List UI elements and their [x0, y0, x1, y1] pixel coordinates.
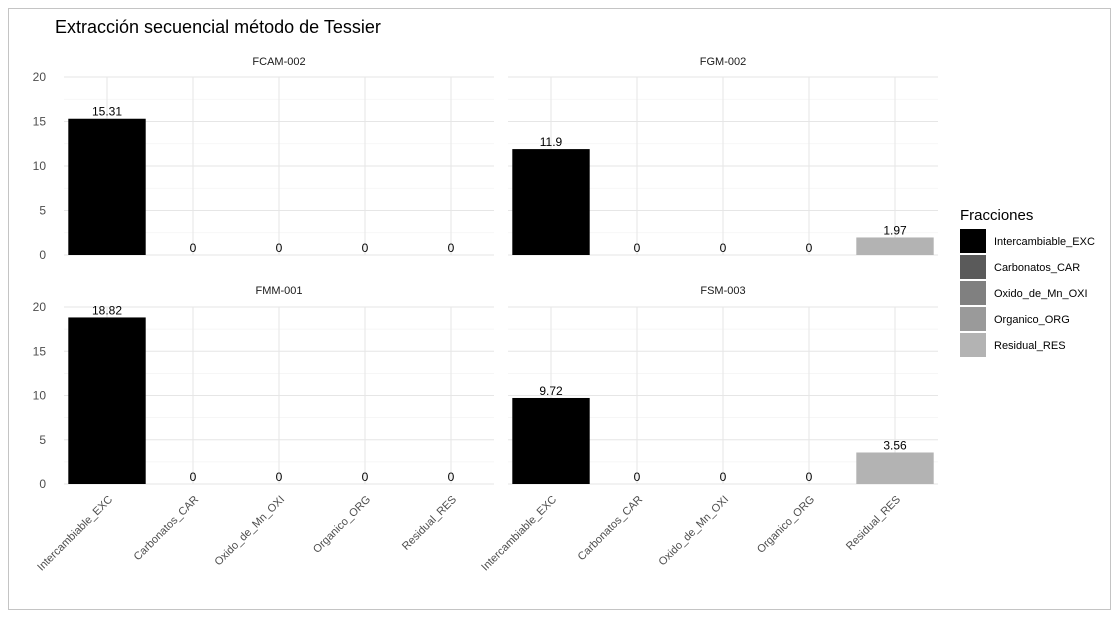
- legend: Fracciones Intercambiable_EXC Carbonatos_C…: [960, 207, 1095, 357]
- legend-label: Oxido_de_Mn_OXI: [994, 288, 1088, 300]
- bar-intercambiable-exc: [512, 397, 590, 484]
- y-tick-label: 0: [39, 477, 46, 491]
- y-tick-label: 10: [33, 389, 47, 403]
- bar-residual-res: [856, 452, 934, 484]
- bar-residual-res: [856, 237, 934, 255]
- legend-title: Fracciones: [960, 207, 1033, 224]
- bar-value-label: 0: [276, 241, 283, 255]
- legend-swatch: [960, 229, 986, 253]
- legend-label: Carbonatos_CAR: [994, 262, 1080, 274]
- bar-value-label: 18.82: [92, 303, 122, 317]
- y-tick-label: 20: [33, 300, 47, 314]
- bar-intercambiable-exc: [68, 118, 146, 255]
- legend-swatch: [960, 333, 986, 357]
- facet-panel: 0 5 10 15 20 FCAM-002 15.31 0 0 0 0: [33, 56, 494, 262]
- bar-value-label: 0: [190, 241, 197, 255]
- facet-title: FGM-002: [700, 56, 746, 68]
- bar-intercambiable-exc: [68, 317, 146, 484]
- bar-value-label: 15.31: [92, 105, 122, 119]
- bar-value-label: 0: [720, 470, 727, 484]
- legend-swatch: [960, 255, 986, 279]
- y-tick-label: 10: [33, 159, 47, 173]
- bar-value-label: 0: [634, 241, 641, 255]
- bar-value-label: 0: [276, 470, 283, 484]
- y-tick-label: 5: [39, 433, 46, 447]
- y-tick-label: 15: [33, 344, 47, 358]
- image-frame: [8, 8, 1111, 610]
- bar-value-label: 9.72: [539, 384, 563, 398]
- bar-value-label: 1.97: [883, 223, 907, 237]
- bar-value-label: 3.56: [883, 438, 907, 452]
- y-tick-label: 20: [33, 70, 47, 84]
- bar-value-label: 0: [448, 470, 455, 484]
- facet-title: FMM-001: [255, 285, 302, 297]
- legend-label: Intercambiable_EXC: [994, 236, 1095, 248]
- bar-value-label: 0: [634, 470, 641, 484]
- legend-swatch: [960, 307, 986, 331]
- bar-value-label: 11.9: [540, 135, 563, 149]
- facet-title: FCAM-002: [252, 56, 305, 68]
- legend-swatch: [960, 281, 986, 305]
- bar-value-label: 0: [806, 241, 813, 255]
- facet-panel: FGM-002 11.9 0 0 0 1.97: [508, 56, 938, 256]
- facet-title: FSM-003: [700, 285, 745, 297]
- legend-label: Residual_RES: [994, 340, 1066, 352]
- bar-value-label: 0: [806, 470, 813, 484]
- y-tick-label: 5: [39, 204, 46, 218]
- legend-label: Organico_ORG: [994, 314, 1070, 326]
- bar-value-label: 0: [362, 241, 369, 255]
- y-tick-label: 15: [33, 115, 47, 129]
- y-tick-label: 0: [39, 248, 46, 262]
- bar-value-label: 0: [448, 241, 455, 255]
- bar-value-label: 0: [362, 470, 369, 484]
- chart-title: Extracción secuencial método de Tessier: [55, 17, 381, 37]
- bar-intercambiable-exc: [512, 149, 590, 255]
- bar-value-label: 0: [190, 470, 197, 484]
- bar-value-label: 0: [720, 241, 727, 255]
